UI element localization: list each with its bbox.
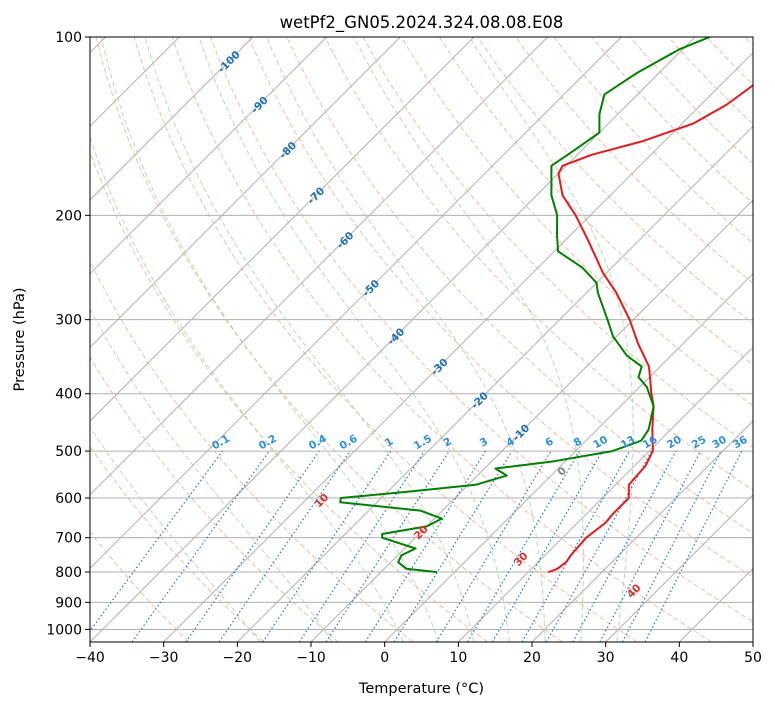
mixing-ratio-line [185, 450, 320, 642]
x-tick-label: 10 [449, 650, 467, 666]
y-tick-label: 600 [55, 491, 82, 507]
isotherm-line [163, 51, 753, 642]
dry-adiabat-line [438, 37, 753, 366]
x-axis-label: Temperature (°C) [358, 681, 484, 697]
mixing-ratio-line [521, 450, 631, 642]
chart-title: wetPf2_GN05.2024.324.08.08.E08 [280, 13, 564, 33]
y-tick-label: 900 [55, 595, 82, 611]
y-tick-label: 400 [55, 387, 82, 403]
mixing-ratio-line [572, 450, 677, 642]
mixing-ratio-line [364, 450, 486, 642]
dry-adiabat-line [90, 531, 190, 642]
y-tick-label: 200 [55, 208, 82, 224]
dry-adiabat-line [400, 37, 753, 407]
moist-adiabat-line [90, 135, 404, 642]
x-tick-label: 40 [670, 650, 688, 666]
moist-adiabat-line [90, 308, 333, 642]
y-tick-label: 300 [55, 313, 82, 329]
isotherm-line [90, 37, 401, 349]
dry-adiabat-line [90, 150, 488, 642]
dry-adiabat-line [515, 37, 753, 284]
mixing-ratio-line [491, 450, 603, 642]
isotherm-line [531, 420, 753, 642]
isotherm-line [90, 37, 328, 275]
x-tick-label: −10 [296, 650, 326, 666]
moist-adiabat-line [198, 37, 510, 642]
mixing-ratio-line [545, 450, 653, 642]
x-tick-label: 30 [597, 650, 615, 666]
y-tick-label: 700 [55, 531, 82, 547]
plot-frame [89, 36, 754, 643]
dewpoint-profile-line [339, 37, 711, 573]
moist-adiabat-line [90, 426, 261, 642]
isotherm-line [605, 493, 753, 642]
x-tick-label: 0 [380, 650, 389, 666]
profile-series [339, 37, 753, 573]
x-tick-label: −30 [149, 650, 179, 666]
y-tick-label: 500 [55, 444, 82, 460]
isotherm-line [90, 37, 475, 422]
mixing-ratio-line [393, 450, 513, 642]
dry-adiabat-line [248, 37, 753, 578]
mixing-ratio-line [325, 450, 450, 642]
isotherm-line [90, 37, 254, 201]
dry-adiabat-line [324, 37, 753, 491]
y-tick-label: 100 [55, 30, 82, 46]
y-tick-label: 800 [55, 565, 82, 581]
mixing-ratio-line [435, 450, 552, 642]
temperature-profile-line [547, 84, 753, 573]
mixing-ratio-line [218, 450, 351, 642]
dry-adiabat-line [171, 37, 712, 642]
y-axis-label: Pressure (hPa) [12, 287, 28, 391]
isotherm-line [384, 272, 753, 642]
dry-adiabat-line [133, 37, 638, 642]
mixing-ratio-line [466, 450, 580, 642]
isotherm-line [236, 125, 753, 642]
dry-adiabat-line [90, 356, 339, 642]
dry-adiabat-line [90, 445, 264, 642]
isotherm-line [90, 37, 696, 642]
isotherm-line [457, 346, 753, 642]
axes: −40 −30 −20 −10 0 10 20 30 40 50 100 200 300 400 500 60… [46, 30, 762, 666]
isotherm-line [90, 37, 622, 570]
isotherm-line [90, 37, 549, 496]
x-tick-label: −20 [223, 650, 253, 666]
plot-background [90, 37, 753, 642]
moist-adiabat-line [100, 37, 439, 642]
dry-adiabat-line [90, 259, 414, 642]
moist-adiabat-line [266, 37, 546, 642]
x-tick-label: 20 [523, 650, 541, 666]
x-tick-label: −40 [75, 650, 105, 666]
y-tick-label: 1000 [46, 622, 82, 638]
dry-adiabat-line [95, 37, 563, 642]
moist-adiabat-line [353, 37, 584, 642]
x-tick-label: 50 [744, 650, 762, 666]
dry-adiabat-line [210, 37, 753, 623]
moist-adiabat-line [144, 37, 475, 642]
